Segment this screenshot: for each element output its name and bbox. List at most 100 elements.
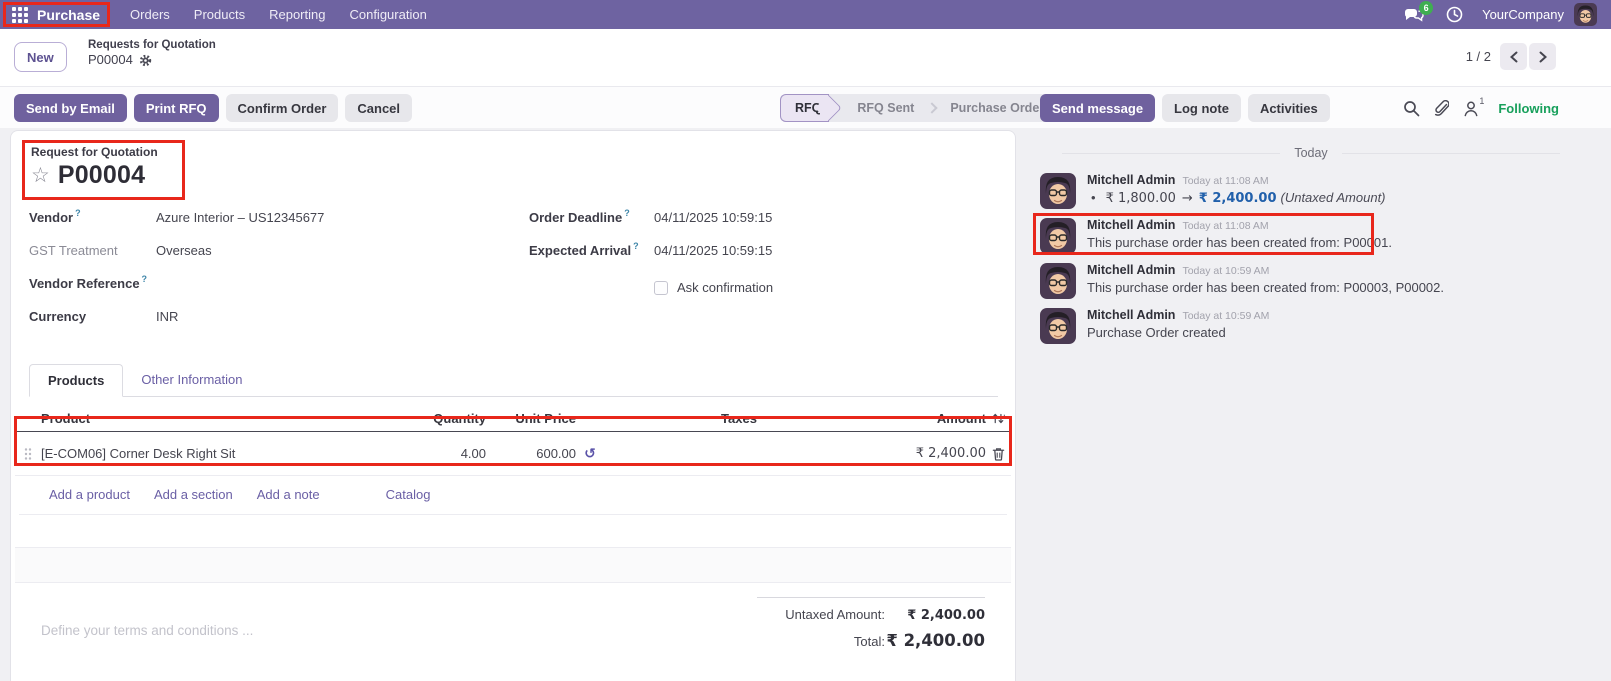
message-time: Today at 11:08 AM bbox=[1182, 220, 1269, 232]
vendor-value[interactable]: Azure Interior – US12345677 bbox=[156, 210, 325, 225]
expected-arrival-label: Expected Arrival? bbox=[529, 241, 639, 258]
message-time: Today at 10:59 AM bbox=[1182, 310, 1270, 322]
column-header-product[interactable]: Product bbox=[41, 411, 91, 426]
terms-placeholder[interactable]: Define your terms and conditions ... bbox=[41, 623, 254, 638]
message-body: This purchase order has been created fro… bbox=[1087, 235, 1392, 250]
control-panel: New Requests for Quotation P00004 1 / 2 bbox=[0, 29, 1611, 86]
order-lines-table: Product Quantity Unit Price Taxes Amount bbox=[15, 407, 1011, 515]
favorite-star-icon[interactable]: ☆ bbox=[31, 164, 50, 187]
catalog-link[interactable]: Catalog bbox=[385, 487, 431, 502]
cancel-button[interactable]: Cancel bbox=[345, 94, 413, 122]
drag-handle-icon[interactable] bbox=[24, 447, 32, 461]
date-divider: Today bbox=[1062, 146, 1560, 160]
following-toggle[interactable]: Following bbox=[1498, 100, 1559, 116]
message-author[interactable]: Mitchell Admin bbox=[1087, 263, 1176, 277]
apps-grid-icon[interactable] bbox=[12, 6, 28, 23]
company-switcher[interactable]: YourCompany bbox=[1482, 7, 1564, 22]
followers-count: 1 bbox=[1479, 95, 1485, 106]
avatar[interactable] bbox=[1040, 218, 1076, 254]
untaxed-amount-label: Untaxed Amount: bbox=[785, 607, 885, 622]
menu-products[interactable]: Products bbox=[193, 7, 246, 22]
cell-unit-price[interactable]: 600.00 bbox=[536, 446, 576, 461]
activity-clock-icon[interactable] bbox=[1446, 6, 1463, 23]
new-button[interactable]: New bbox=[14, 42, 67, 72]
vendor-reference-label: Vendor Reference? bbox=[29, 274, 148, 291]
attachments-icon[interactable] bbox=[1434, 99, 1450, 117]
message-time: Today at 11:08 AM bbox=[1182, 175, 1269, 187]
message-author[interactable]: Mitchell Admin bbox=[1087, 173, 1176, 187]
ask-confirmation-label[interactable]: Ask confirmation bbox=[677, 280, 774, 295]
column-header-taxes[interactable]: Taxes bbox=[721, 411, 757, 426]
avatar[interactable] bbox=[1040, 263, 1076, 299]
expected-arrival-help-marker: ? bbox=[633, 241, 639, 251]
status-step-purchase-order[interactable]: Purchase Order bbox=[950, 101, 1045, 115]
gst-treatment-value[interactable]: Overseas bbox=[156, 243, 212, 258]
menu-reporting[interactable]: Reporting bbox=[269, 7, 326, 22]
user-avatar[interactable] bbox=[1574, 3, 1597, 26]
total-value: ₹ 2,400.00 bbox=[886, 631, 985, 650]
status-bar: RFQ RFQ Sent Purchase Order bbox=[780, 94, 1065, 122]
message-author[interactable]: Mitchell Admin bbox=[1087, 308, 1176, 322]
gst-treatment-label: GST Treatment bbox=[29, 243, 118, 258]
tab-other-information[interactable]: Other Information bbox=[141, 372, 243, 387]
gear-icon[interactable] bbox=[139, 54, 152, 67]
chatter-message: Mitchell Admin Today at 11:08 AM • ₹ 1,80… bbox=[1030, 170, 1590, 215]
tab-products[interactable]: Products bbox=[29, 364, 124, 397]
order-deadline-value[interactable]: 04/11/2025 10:59:15 bbox=[654, 210, 773, 225]
status-step-rfq[interactable]: RFQ bbox=[780, 94, 830, 122]
menu-orders[interactable]: Orders bbox=[130, 7, 170, 22]
document-type-label: Request for Quotation bbox=[31, 145, 158, 159]
chatter-message: Mitchell Admin Today at 10:59 AM This pu… bbox=[1030, 260, 1590, 305]
pager-previous-button[interactable] bbox=[1500, 43, 1527, 70]
currency-value[interactable]: INR bbox=[156, 309, 179, 324]
followers-person-icon bbox=[1464, 101, 1478, 116]
app-name[interactable]: Purchase bbox=[37, 6, 101, 23]
breadcrumb-current: P00004 bbox=[88, 52, 133, 68]
form-sheet: Request for Quotation ☆ P00004 Vendor? A… bbox=[10, 130, 1016, 681]
add-product-link[interactable]: Add a product bbox=[49, 487, 130, 502]
top-navbar: Purchase Orders Products Reporting Confi… bbox=[0, 0, 1611, 29]
pager-next-button[interactable] bbox=[1529, 43, 1556, 70]
avatar[interactable] bbox=[1040, 173, 1076, 209]
column-header-amount[interactable]: Amount bbox=[936, 411, 986, 426]
document-name: P00004 bbox=[57, 161, 146, 189]
cell-quantity[interactable]: 4.00 bbox=[460, 446, 486, 461]
table-footer-links: Add a product Add a section Add a note C… bbox=[19, 476, 1007, 515]
message-author[interactable]: Mitchell Admin bbox=[1087, 218, 1176, 232]
message-body: Purchase Order created bbox=[1087, 325, 1226, 340]
message-body: This purchase order has been created fro… bbox=[1087, 280, 1444, 295]
print-rfq-button[interactable]: Print RFQ bbox=[133, 94, 219, 122]
optional-columns-icon[interactable] bbox=[992, 412, 1005, 425]
messages-count-badge: 6 bbox=[1419, 0, 1434, 15]
cell-product[interactable]: [E-COM06] Corner Desk Right Sit bbox=[41, 446, 236, 461]
expected-arrival-value[interactable]: 04/11/2025 10:59:15 bbox=[654, 243, 773, 258]
chatter-message: Mitchell Admin Today at 10:59 AM Purchas… bbox=[1030, 305, 1590, 350]
activities-button[interactable]: Activities bbox=[1247, 94, 1330, 122]
column-header-quantity[interactable]: Quantity bbox=[433, 411, 486, 426]
avatar[interactable] bbox=[1040, 308, 1076, 344]
column-header-unit-price[interactable]: Unit Price bbox=[515, 411, 576, 426]
log-note-button[interactable]: Log note bbox=[1162, 94, 1241, 122]
followers-button[interactable]: 1 bbox=[1463, 96, 1484, 117]
vendor-help-marker: ? bbox=[75, 208, 81, 218]
confirm-order-button[interactable]: Confirm Order bbox=[225, 94, 339, 122]
breadcrumb-parent[interactable]: Requests for Quotation bbox=[88, 39, 216, 51]
order-line-row[interactable]: [E-COM06] Corner Desk Right Sit 4.00 600… bbox=[15, 432, 1011, 476]
tracking-arrow-icon: → bbox=[1181, 191, 1193, 206]
add-note-link[interactable]: Add a note bbox=[256, 487, 320, 502]
tracking-new-value: ₹ 2,400.00 bbox=[1198, 191, 1277, 206]
chatter-panel: Today Mitchell Admin Today at 11:08 AM •… bbox=[1030, 140, 1590, 350]
send-by-email-button[interactable]: Send by Email bbox=[14, 94, 127, 122]
search-messages-icon[interactable] bbox=[1403, 100, 1420, 117]
price-history-icon[interactable]: ↺ bbox=[584, 445, 596, 462]
currency-label: Currency bbox=[29, 309, 87, 324]
menu-configuration[interactable]: Configuration bbox=[349, 7, 427, 22]
delete-row-icon[interactable] bbox=[992, 447, 1005, 461]
ask-confirmation-checkbox[interactable] bbox=[654, 280, 668, 295]
status-step-rfq-sent[interactable]: RFQ Sent bbox=[857, 101, 915, 115]
message-time: Today at 10:59 AM bbox=[1182, 265, 1270, 277]
total-label: Total: bbox=[853, 634, 885, 649]
add-section-link[interactable]: Add a section bbox=[153, 487, 233, 502]
send-message-button[interactable]: Send message bbox=[1040, 94, 1156, 122]
messages-icon[interactable]: 6 bbox=[1404, 0, 1434, 23]
